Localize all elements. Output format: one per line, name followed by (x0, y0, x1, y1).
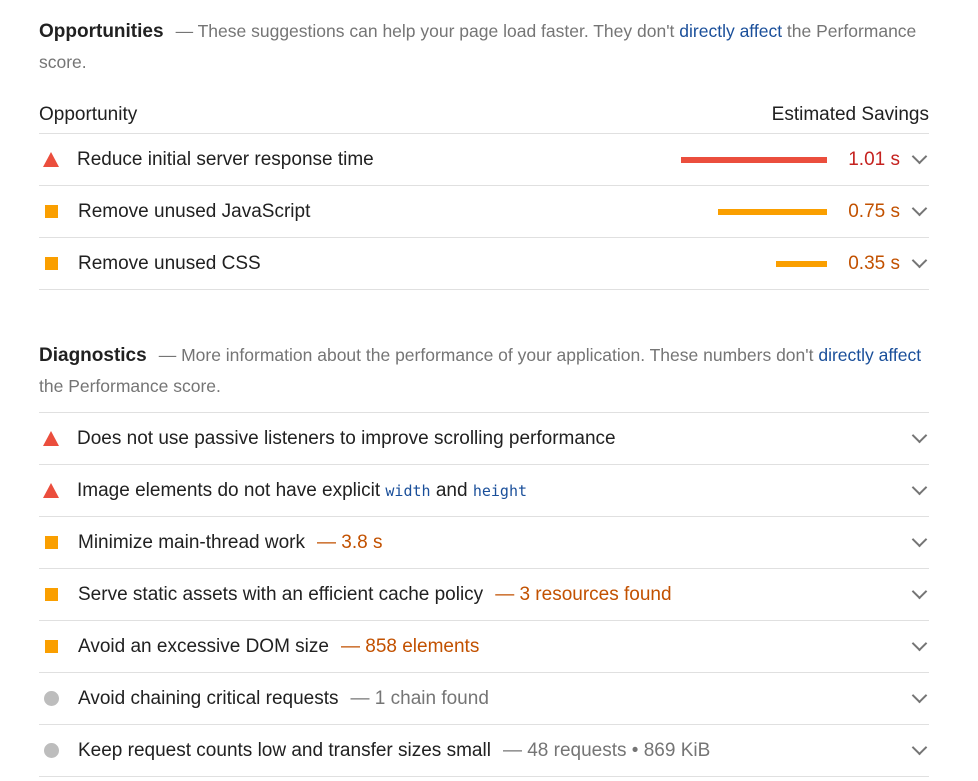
savings-bar (718, 208, 827, 215)
opportunities-description-end: the Performance score. (39, 21, 917, 72)
audit-title: Reduce initial server response time (77, 148, 374, 170)
average-square-icon (45, 588, 58, 601)
audit-display-value: — 858 elements (340, 635, 480, 657)
diagnostics-header: Diagnostics — More information about the … (39, 340, 929, 402)
diagnostic-row-request-counts[interactable]: Keep request counts low and transfer siz… (39, 725, 929, 777)
fail-triangle-icon (43, 483, 59, 498)
audit-title: Avoid an excessive DOM size (78, 635, 329, 657)
diagnostics-directly-affect-link[interactable]: directly affect (818, 345, 922, 365)
chevron-down-icon[interactable] (911, 635, 928, 652)
audit-title: Keep request counts low and transfer siz… (78, 739, 491, 761)
savings-value: 1.01 s (848, 148, 900, 170)
audit-display-value: — 48 requests • 869 KiB (502, 739, 711, 761)
chevron-down-icon[interactable] (911, 252, 928, 269)
chevron-down-icon[interactable] (911, 531, 928, 548)
audit-title: Does not use passive listeners to improv… (77, 427, 616, 449)
audit-title-start: Image elements do not have explicit (77, 479, 386, 501)
fail-triangle-icon (43, 152, 59, 167)
audit-title: Avoid chaining critical requests (78, 687, 339, 709)
audit-title: Remove unused JavaScript (78, 200, 311, 222)
savings-bar (681, 156, 827, 163)
opportunities-directly-affect-link[interactable]: directly affect (679, 21, 783, 41)
opportunity-row-unused-javascript[interactable]: Remove unused JavaScript 0.75 s (39, 186, 929, 238)
code-height: height (472, 481, 528, 500)
diagnostic-row-cache-policy[interactable]: Serve static assets with an efficient ca… (39, 569, 929, 621)
diagnostics-description: — More information about the performance… (158, 345, 819, 365)
audit-title: Minimize main-thread work (78, 531, 306, 553)
diagnostic-row-dom-size[interactable]: Avoid an excessive DOM size — 858 elemen… (39, 621, 929, 673)
average-square-icon (45, 640, 58, 653)
chevron-down-icon[interactable] (911, 479, 928, 496)
audit-title: Image elements do not have explicit widt… (77, 480, 527, 502)
audit-title: Remove unused CSS (78, 252, 261, 274)
audit-title-mid: and (430, 479, 473, 501)
code-width: width (385, 481, 431, 500)
diagnostics-description-end: the Performance score. (39, 376, 221, 396)
chevron-down-icon[interactable] (911, 687, 928, 704)
opportunity-row-server-response[interactable]: Reduce initial server response time 1.01… (39, 134, 929, 186)
audit-display-value: — 3.8 s (317, 531, 383, 553)
fail-triangle-icon (43, 431, 59, 446)
opportunities-header: Opportunities — These suggestions can hel… (39, 16, 929, 78)
info-circle-icon (44, 691, 59, 706)
chevron-down-icon[interactable] (911, 739, 928, 756)
average-square-icon (45, 536, 58, 549)
audit-display-value: — 3 resources found (495, 583, 672, 605)
chevron-down-icon[interactable] (911, 148, 928, 165)
savings-bar (776, 260, 827, 267)
opportunities-description: — These suggestions can help your page l… (175, 21, 680, 41)
savings-value: 0.35 s (848, 252, 900, 274)
savings-value: 0.75 s (848, 200, 900, 222)
info-circle-icon (44, 743, 59, 758)
diagnostic-row-critical-requests[interactable]: Avoid chaining critical requests — 1 cha… (39, 673, 929, 725)
chevron-down-icon[interactable] (911, 427, 928, 444)
average-square-icon (45, 205, 58, 218)
opportunities-table-header: Opportunity Estimated Savings (39, 96, 929, 134)
chevron-down-icon[interactable] (911, 583, 928, 600)
diagnostic-row-image-dimensions[interactable]: Image elements do not have explicit widt… (39, 465, 929, 517)
diagnostic-row-main-thread[interactable]: Minimize main-thread work — 3.8 s (39, 517, 929, 569)
opportunity-row-unused-css[interactable]: Remove unused CSS 0.35 s (39, 238, 929, 290)
divider (39, 412, 929, 413)
average-square-icon (45, 257, 58, 270)
opportunity-column-header: Opportunity (39, 103, 138, 125)
diagnostics-title: Diagnostics (39, 345, 147, 366)
audit-display-value: — 1 chain found (350, 687, 489, 709)
audit-title: Serve static assets with an efficient ca… (78, 583, 484, 605)
chevron-down-icon[interactable] (911, 200, 928, 217)
estimated-savings-column-header: Estimated Savings (771, 103, 929, 125)
opportunities-title: Opportunities (39, 21, 164, 42)
diagnostic-row-passive-listeners[interactable]: Does not use passive listeners to improv… (39, 413, 929, 465)
